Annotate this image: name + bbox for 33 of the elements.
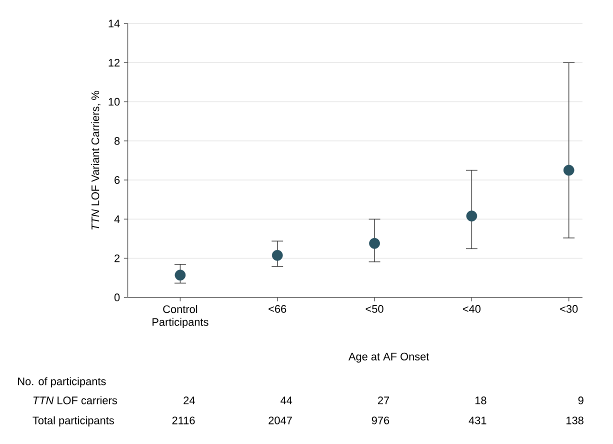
- x-tick-label: <50: [366, 304, 384, 313]
- text: TTN LOF carriers: [33, 396, 117, 404]
- point: [563, 164, 574, 176]
- point: [369, 238, 380, 249]
- y-tick-label: 4: [114, 215, 120, 223]
- y-axis-title: TTN LOF Variant Carriers, %: [91, 90, 100, 230]
- text: 24: [184, 396, 195, 404]
- y-tick-label: 12: [108, 58, 120, 66]
- text: 2116: [172, 416, 195, 424]
- y-tick-label: 10: [108, 98, 120, 106]
- y-tick-label: 8: [114, 136, 120, 145]
- text: 9: [578, 396, 584, 404]
- point: [174, 270, 186, 280]
- y-tick-label: 2: [114, 254, 120, 262]
- x-tick-label: <30: [560, 304, 578, 313]
- x-tick-label: <66: [268, 304, 286, 313]
- x-axis-title: Age at AF Onset: [348, 352, 430, 362]
- text: 138: [566, 416, 584, 424]
- y-tick-label: 14: [108, 20, 120, 28]
- text: Total participants: [32, 416, 114, 426]
- text: No. of participants: [18, 377, 106, 388]
- text: 976: [372, 416, 390, 424]
- y-tick-label: 6: [114, 176, 120, 184]
- y-tick-label: 0: [114, 293, 120, 302]
- x-tick-label: Control Participants: [152, 304, 208, 328]
- text: 44: [280, 396, 292, 404]
- text: 2047: [268, 416, 292, 424]
- text: 18: [475, 396, 486, 404]
- point: [272, 250, 283, 261]
- point: [466, 210, 478, 222]
- text: 431: [468, 416, 486, 424]
- text: 27: [378, 396, 390, 404]
- x-tick-label: <40: [462, 304, 481, 313]
